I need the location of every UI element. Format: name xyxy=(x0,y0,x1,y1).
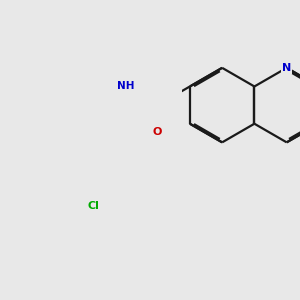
Text: Cl: Cl xyxy=(87,201,99,212)
Text: N: N xyxy=(282,63,291,73)
Text: O: O xyxy=(153,127,162,137)
Text: NH: NH xyxy=(117,82,134,92)
